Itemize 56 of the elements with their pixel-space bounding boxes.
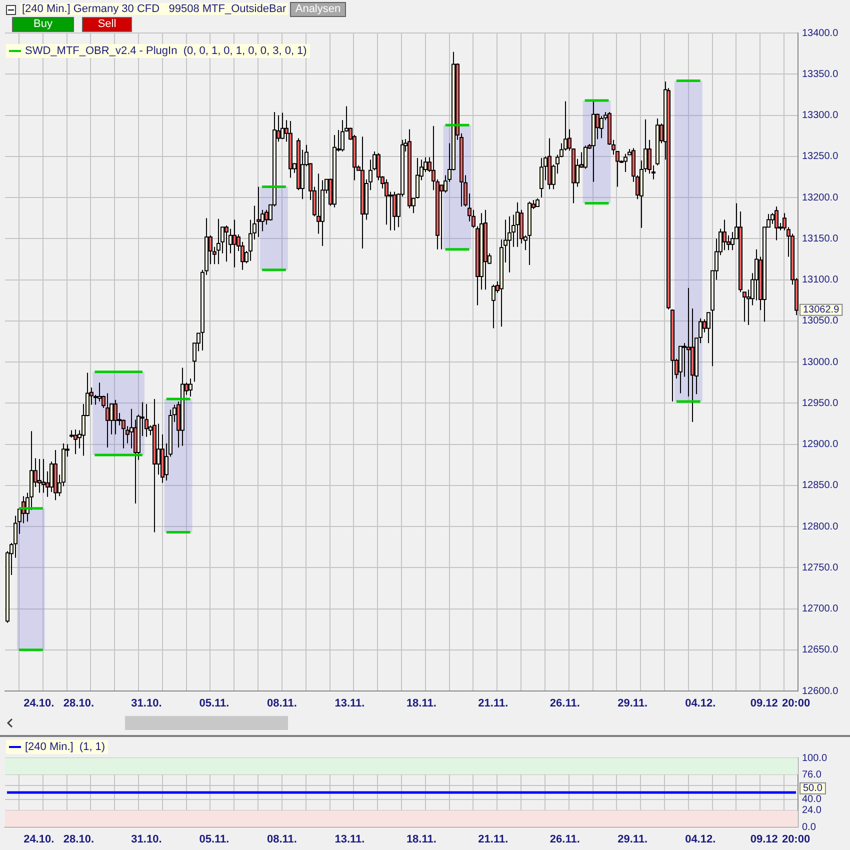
y-tick-label: 13400.0 — [802, 28, 839, 39]
y-tick-label: 12900.0 — [802, 439, 839, 450]
x-tick-label: 26.11. — [550, 834, 580, 846]
y-tick-label: 13200.0 — [802, 192, 839, 204]
legend-label: [240 Min.] (1, 1) — [25, 741, 106, 753]
x-tick-label: 20:00 — [782, 698, 810, 710]
x-tick-label: 09.12 — [750, 834, 778, 846]
x-tick-label: 18.11. — [406, 834, 436, 846]
y-tick-label: 12650.0 — [802, 644, 839, 656]
text: Analysen — [290, 2, 346, 17]
y-tick-label: 0.0 — [802, 822, 816, 833]
y-tick-label: 13000.0 — [802, 356, 839, 368]
x-tick-label: 08.11. — [266, 698, 297, 710]
x-tick-label: 05.11. — [199, 698, 230, 710]
x-tick-label: 26.11. — [550, 698, 580, 710]
y-tick-label: 12750.0 — [802, 562, 839, 574]
y-tick-label: 13350.0 — [802, 68, 839, 80]
y-tick-label: 12700.0 — [802, 604, 839, 614]
chart-title: [240 Min.] Germany 30 CFD 99508 MTF_OutsideBar — [20, 3, 288, 15]
x-tick-label: 28.10. — [63, 698, 94, 710]
x-tick-label: 24.10. — [24, 834, 54, 846]
text: Sell — [82, 17, 132, 32]
y-tick-label: 13300.0 — [802, 110, 839, 121]
x-tick-label: 18.11. — [406, 698, 436, 710]
y-tick-label: 76.0 — [802, 769, 822, 780]
x-tick-label: 13.11. — [334, 698, 365, 710]
y-tick-label: 12600.0 — [802, 686, 839, 697]
x-tick-label: 05.11. — [199, 834, 230, 846]
y-tick-label: 13050.0 — [802, 316, 839, 327]
y-tick-label: 13250.0 — [802, 151, 839, 162]
text: 13062.9 — [803, 304, 840, 316]
y-tick-label: 100.0 — [802, 752, 828, 764]
x-tick-label: 21.11. — [478, 834, 508, 846]
y-tick-label: 13150.0 — [802, 233, 839, 244]
x-tick-label: 24.10. — [24, 698, 54, 710]
y-tick-label: 12950.0 — [802, 398, 839, 409]
x-tick-label: 31.10. — [131, 834, 162, 846]
x-tick-label: 04.12. — [685, 698, 716, 710]
x-tick-label: 04.12. — [685, 834, 716, 846]
y-tick-label: 40.0 — [802, 794, 822, 806]
y-tick-label: 13100.0 — [802, 274, 839, 286]
text: 50.0 — [803, 783, 823, 794]
y-tick-label: 12850.0 — [802, 480, 839, 492]
y-tick-label: 12800.0 — [802, 521, 839, 532]
x-tick-label: 29.11. — [618, 834, 648, 846]
text: Buy — [12, 17, 74, 32]
x-tick-label: 20:00 — [782, 834, 810, 846]
x-tick-label: 28.10. — [63, 834, 94, 846]
x-tick-label: 21.11. — [478, 698, 508, 710]
y-tick-label: 24.0 — [802, 805, 822, 816]
x-tick-label: 09.12 — [750, 698, 778, 710]
legend-label: SWD_MTF_OBR_v2.4 - PlugIn (0, 0, 1, 0, 1, 0, 0, 3, 0, 1) — [25, 45, 307, 57]
x-tick-label: 31.10. — [131, 698, 162, 710]
x-tick-label: 08.11. — [266, 834, 297, 846]
x-tick-label: 13.11. — [334, 834, 365, 846]
x-tick-label: 29.11. — [618, 698, 648, 710]
